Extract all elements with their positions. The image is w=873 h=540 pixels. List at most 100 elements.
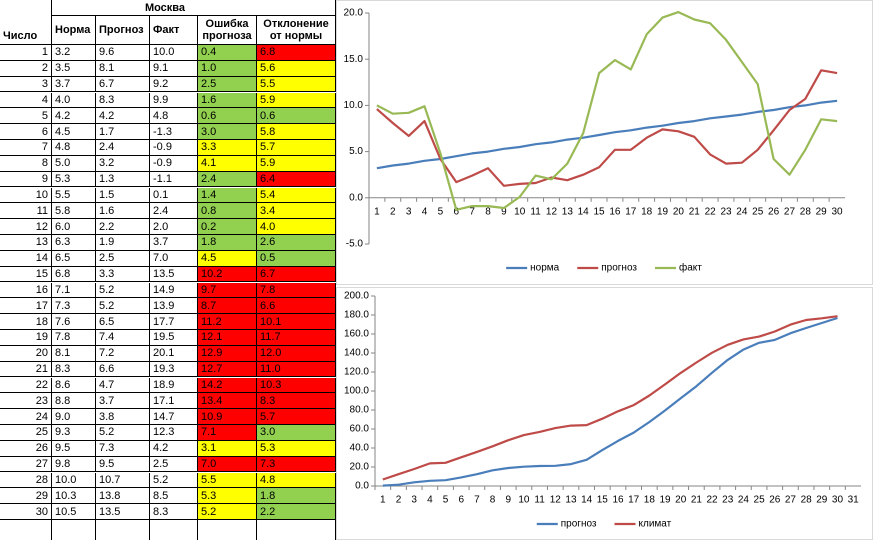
- x-tick-label: 4: [427, 495, 433, 506]
- table-cell: 6.3: [52, 235, 96, 251]
- table-cell: 6.8: [257, 45, 336, 61]
- table-cell: 10.5: [52, 504, 96, 520]
- table-cell: 7.2: [96, 345, 150, 362]
- x-tick-label: 6: [453, 206, 459, 217]
- x-tick-label: 16: [612, 495, 624, 506]
- table-cell: 10.0: [52, 472, 96, 489]
- table-cell: 11.7: [257, 330, 336, 346]
- table-cell: 8: [0, 155, 52, 172]
- table-cell: 30: [0, 504, 52, 520]
- table-cell: 3.0: [257, 425, 336, 441]
- series-line: [376, 11, 838, 211]
- x-tick-label: 30: [832, 206, 844, 217]
- table-cell: 5.5: [52, 187, 96, 204]
- x-tick-label: 11: [534, 495, 545, 506]
- table-cell: 5.5: [198, 472, 257, 489]
- x-tick-label: 2: [390, 206, 396, 217]
- table-cell: 4.2: [52, 108, 96, 125]
- x-tick-label: 16: [609, 206, 621, 217]
- table-cell: 4.2: [150, 440, 198, 457]
- table-cell: 6.6: [96, 361, 150, 378]
- table-cell: 10.3: [52, 488, 96, 505]
- x-tick-label: 13: [565, 495, 577, 506]
- table-cell: 10.2: [198, 266, 257, 283]
- table-cell: 18.9: [150, 377, 198, 394]
- table-cell: 8.1: [52, 345, 96, 362]
- table-cell: 5.2: [96, 298, 150, 315]
- y-tick-label: 200.0: [344, 291, 369, 302]
- table-cell: 5.2: [150, 472, 198, 489]
- table-cell: 27: [0, 456, 52, 473]
- table-cell: 14.7: [150, 409, 198, 425]
- x-tick-label: 20: [673, 206, 685, 217]
- table: Число Москва Норма Прогноз Факт Ошибка прогно…: [0, 0, 336, 540]
- table-cell: 4.8: [150, 108, 198, 125]
- table-cell: 3.3: [96, 266, 150, 283]
- x-tick-label: 7: [474, 495, 480, 506]
- x-tick-label: 20: [675, 495, 687, 506]
- table-cell: 6.6: [257, 298, 336, 315]
- table-cell: 6.7: [96, 76, 150, 93]
- table-cell: 3.7: [52, 76, 96, 93]
- table-cell: 1.3: [96, 171, 150, 188]
- table-cell: 5.2: [198, 504, 257, 520]
- table-cell: 18: [0, 314, 52, 330]
- x-tick-label: 24: [736, 206, 748, 217]
- x-tick-label: 25: [754, 495, 766, 506]
- table-cell: 9.1: [150, 60, 198, 77]
- charts: -5.00.05.010.015.020.01 2 3 4 5 6 7 8 9 10 11 12 13 1…: [336, 0, 873, 540]
- series-line: [376, 99, 838, 170]
- table-cell: 8.3: [52, 361, 96, 378]
- x-tick-label: 9: [505, 495, 511, 506]
- table-cell: 0.2: [198, 219, 257, 235]
- table-cell: 2.4: [150, 203, 198, 220]
- table-cell: 0.5: [257, 250, 336, 267]
- table-cell: 5.3: [257, 440, 336, 457]
- table-cell: 7: [0, 140, 52, 156]
- x-tick-label: 19: [659, 495, 671, 506]
- table-cell: 6.5: [96, 314, 150, 330]
- table-cell: 9.0: [52, 409, 96, 425]
- x-tick-label: 21: [691, 495, 703, 506]
- x-tick-label: 24: [738, 495, 750, 506]
- table-cell: 12.3: [150, 425, 198, 441]
- table-cell: 9.7: [198, 282, 257, 299]
- table-cell: 9.2: [150, 76, 198, 93]
- table-cell: 8.5: [150, 488, 198, 505]
- legend-label: прогноз: [561, 519, 597, 530]
- table-cell: 13.4: [198, 393, 257, 410]
- table-cell: 6.8: [52, 266, 96, 283]
- x-tick-label: 14: [578, 206, 590, 217]
- table-cell: 17: [0, 298, 52, 315]
- table-cell: 5.8: [257, 124, 336, 140]
- table-cell: 2.5: [150, 456, 198, 473]
- table-cell: 0.4: [198, 45, 257, 61]
- table-cell: 3.2: [96, 155, 150, 172]
- table-cell: 2.5: [96, 250, 150, 267]
- x-tick-label: 2: [396, 495, 402, 506]
- empty-cell: [257, 520, 336, 540]
- table-cell: 8.6: [52, 377, 96, 394]
- table-cell: 3.4: [257, 203, 336, 220]
- x-tick-label: 5: [438, 206, 444, 217]
- table-cell: 2.4: [198, 171, 257, 188]
- table-cell: 5.7: [257, 409, 336, 425]
- table-cell: 5.3: [198, 488, 257, 505]
- x-tick-label: 25: [752, 206, 764, 217]
- table-cell: 16: [0, 282, 52, 299]
- y-tick-label: 20.0: [350, 462, 370, 473]
- table-cell: 5.6: [257, 60, 336, 77]
- table-cell: 7.1: [198, 425, 257, 441]
- table-cell: 10.7: [96, 472, 150, 489]
- x-tick-label: 30: [832, 495, 844, 506]
- table-cell: 4.5: [198, 250, 257, 267]
- table-cell: 5.3: [52, 171, 96, 188]
- table-cell: 15: [0, 266, 52, 283]
- y-tick-label: 100.0: [344, 386, 369, 397]
- table-cell: 29: [0, 488, 52, 505]
- header-cell: Факт: [150, 16, 198, 45]
- y-tick-label: 10.0: [344, 100, 364, 111]
- table-cell: 25: [0, 425, 52, 441]
- table-cell: 7.1: [52, 282, 96, 299]
